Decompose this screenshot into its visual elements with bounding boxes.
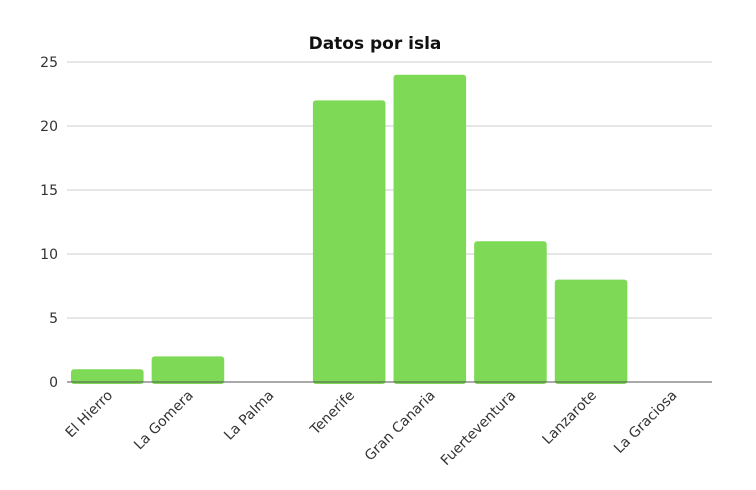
chart-title: Datos por isla [309, 34, 442, 54]
bars [71, 74, 628, 385]
x-tick-label: La Graciosa [611, 388, 680, 457]
bar-lanzarote [554, 279, 628, 384]
x-tick-label: La Palma [221, 388, 277, 444]
y-tick-label: 15 [40, 183, 58, 199]
y-tick-label: 5 [49, 311, 58, 327]
bar-tenerife [312, 100, 386, 385]
bar-la-gomera [151, 356, 225, 384]
y-tick-label: 0 [49, 375, 58, 391]
y-tick-label: 10 [40, 247, 58, 263]
x-tick-label: Gran Canaria [362, 388, 439, 465]
bar-fuerteventura [474, 241, 547, 384]
x-tick-label: La Gomera [131, 388, 197, 454]
x-tick-label: El Hierro [63, 388, 117, 442]
x-tick-label: Tenerife [307, 388, 358, 439]
bar-el-hierro [71, 369, 144, 384]
bar-gran-canaria [393, 74, 467, 385]
y-axis-ticks: 0 5 10 15 20 25 [40, 55, 58, 391]
y-tick-label: 25 [40, 55, 58, 71]
x-tick-label: Lanzarote [540, 388, 600, 448]
x-axis-ticks: El Hierro La Gomera La Palma Tenerife Gran C… [63, 388, 681, 469]
x-tick-label: Fuerteventura [438, 388, 519, 469]
y-tick-label: 20 [40, 119, 58, 135]
